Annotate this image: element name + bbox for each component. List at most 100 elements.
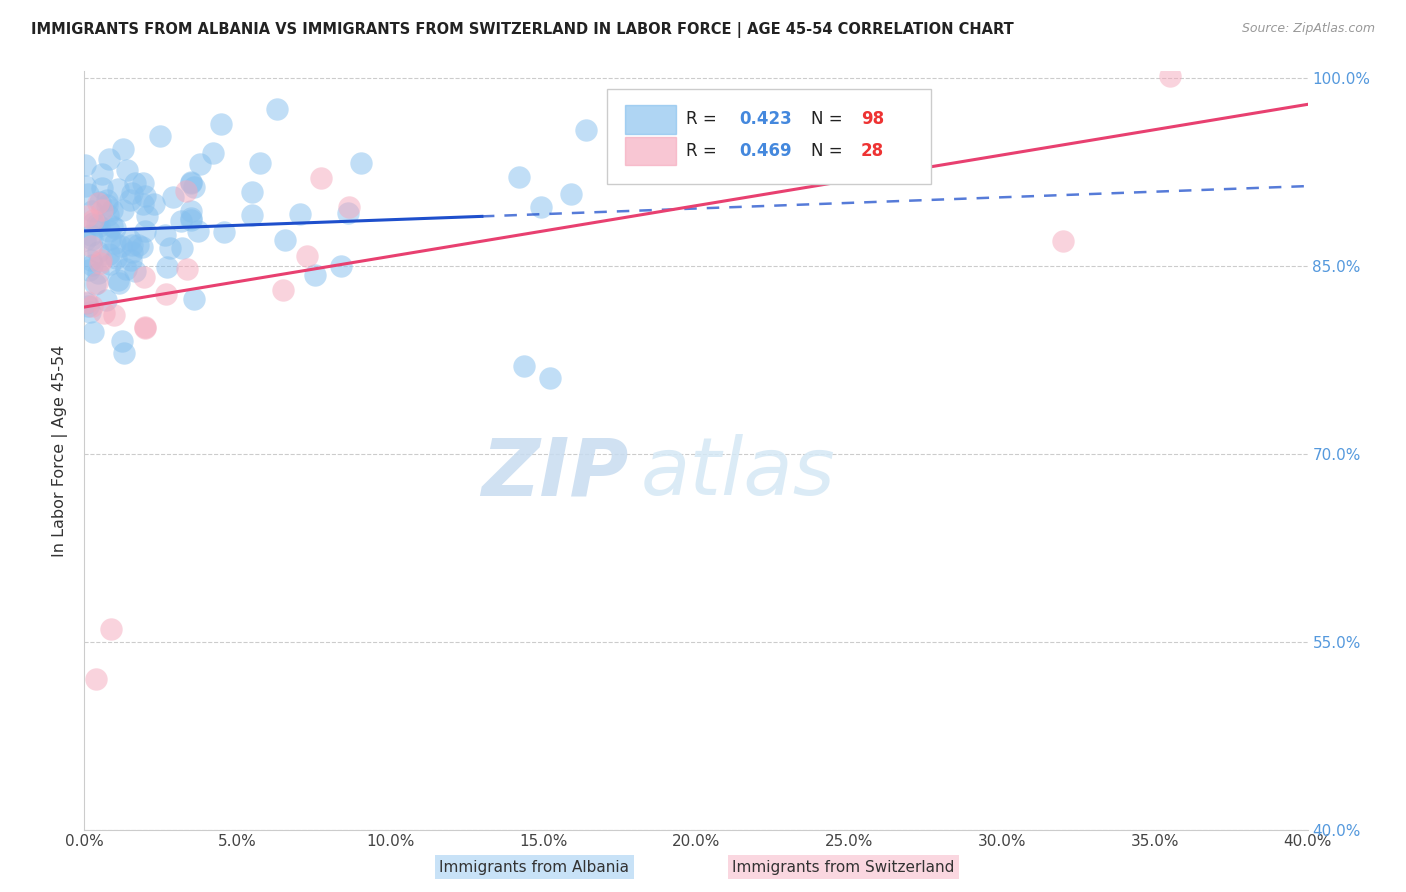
Point <box>288 207 311 221</box>
Point <box>187 224 209 238</box>
Point <box>180 176 202 190</box>
Point <box>100 622 122 636</box>
Point <box>93 306 115 320</box>
Point <box>127 238 149 252</box>
Point <box>560 187 582 202</box>
Point <box>118 233 141 247</box>
Point <box>121 245 143 260</box>
Point <box>98 224 121 238</box>
Text: 0.469: 0.469 <box>738 142 792 160</box>
Point <box>111 334 134 348</box>
Point <box>79 305 101 319</box>
Point <box>82 216 104 230</box>
Point <box>107 182 129 196</box>
Point <box>295 249 318 263</box>
Point <box>336 205 359 219</box>
Point <box>96 209 118 223</box>
Point <box>201 145 224 160</box>
Point <box>75 158 97 172</box>
Point <box>249 156 271 170</box>
Point <box>136 209 159 223</box>
Point <box>110 239 132 253</box>
Y-axis label: In Labor Force | Age 45-54: In Labor Force | Age 45-54 <box>52 344 69 557</box>
Point <box>77 186 100 201</box>
Point <box>121 186 143 200</box>
FancyBboxPatch shape <box>626 105 676 134</box>
Point <box>149 128 172 143</box>
Point <box>104 252 127 266</box>
Point <box>134 189 156 203</box>
Point <box>304 268 326 282</box>
Point <box>87 196 110 211</box>
Point <box>132 176 155 190</box>
Point <box>240 208 263 222</box>
Point <box>90 253 112 268</box>
Point <box>108 276 131 290</box>
Point <box>1159 70 1181 84</box>
Point <box>156 260 179 275</box>
Point <box>349 155 371 169</box>
FancyBboxPatch shape <box>606 89 931 184</box>
Point <box>309 170 332 185</box>
Point <box>98 232 121 246</box>
Point <box>73 233 96 247</box>
Point <box>180 175 202 189</box>
Point <box>131 240 153 254</box>
Point <box>80 258 103 272</box>
Text: Source: ZipAtlas.com: Source: ZipAtlas.com <box>1241 22 1375 36</box>
Point <box>89 195 111 210</box>
Point <box>176 262 198 277</box>
Point <box>80 299 103 313</box>
Text: R =: R = <box>686 110 723 128</box>
Point <box>212 226 235 240</box>
Text: Immigrants from Albania: Immigrants from Albania <box>439 860 630 874</box>
Point <box>132 269 155 284</box>
Text: Immigrants from Switzerland: Immigrants from Switzerland <box>733 860 955 874</box>
Point <box>132 196 155 211</box>
Point <box>575 122 598 136</box>
Point <box>142 197 165 211</box>
Point <box>114 262 136 277</box>
Point <box>89 256 111 270</box>
Point <box>159 241 181 255</box>
Point <box>104 220 127 235</box>
Point <box>183 180 205 194</box>
Point <box>77 299 100 313</box>
Text: R =: R = <box>686 142 723 160</box>
Point <box>98 247 121 261</box>
Point <box>80 232 103 246</box>
Point <box>100 203 122 218</box>
Point <box>80 227 103 242</box>
Point <box>76 295 98 310</box>
Point <box>529 200 551 214</box>
Point <box>538 371 561 385</box>
Point <box>80 239 103 253</box>
Text: 28: 28 <box>860 142 884 160</box>
Text: IMMIGRANTS FROM ALBANIA VS IMMIGRANTS FROM SWITZERLAND IN LABOR FORCE | AGE 45-5: IMMIGRANTS FROM ALBANIA VS IMMIGRANTS FR… <box>31 22 1014 38</box>
Point <box>330 259 353 273</box>
Point <box>79 262 101 277</box>
Point <box>107 273 129 287</box>
Point <box>87 266 110 280</box>
Point <box>90 203 112 218</box>
Point <box>80 204 103 219</box>
Point <box>101 219 124 233</box>
Point <box>188 157 211 171</box>
Point <box>274 233 297 247</box>
FancyBboxPatch shape <box>626 137 676 165</box>
Point <box>87 244 110 259</box>
Point <box>96 198 118 212</box>
Point <box>86 276 108 290</box>
Point <box>94 293 117 307</box>
Point <box>98 257 121 271</box>
Point <box>266 102 288 116</box>
Point <box>82 213 104 227</box>
Point <box>75 295 97 310</box>
Point <box>180 213 202 227</box>
Text: N =: N = <box>811 142 842 160</box>
Point <box>180 211 202 225</box>
Point <box>121 238 143 252</box>
Point <box>103 308 125 322</box>
Point <box>75 179 97 194</box>
Point <box>112 142 135 156</box>
